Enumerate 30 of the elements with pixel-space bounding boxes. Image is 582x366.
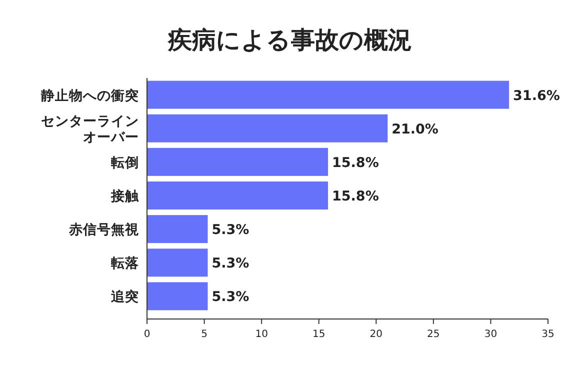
y-tick-label: 転落 xyxy=(110,256,139,272)
data-label: 21.0% xyxy=(392,121,439,138)
bar xyxy=(147,248,208,277)
y-tick-label: 転倒 xyxy=(110,154,139,171)
data-label: 5.3% xyxy=(212,256,250,272)
x-tick-label: 20 xyxy=(370,329,383,340)
data-label: 5.3% xyxy=(212,289,250,306)
data-label: 15.8% xyxy=(332,154,380,171)
data-label: 31.6% xyxy=(513,88,560,104)
x-tick-label: 0 xyxy=(144,329,150,340)
bar xyxy=(147,114,388,142)
x-tick-label: 30 xyxy=(484,329,498,340)
x-tick-label: 10 xyxy=(255,329,268,340)
bar xyxy=(147,148,328,176)
bar xyxy=(147,182,328,210)
bar xyxy=(147,282,208,310)
bar xyxy=(147,80,510,109)
x-tick-label: 15 xyxy=(312,329,326,340)
chart-title: 疾病による事故の概況 xyxy=(167,26,412,54)
x-tick-label: 5 xyxy=(201,329,208,340)
bar xyxy=(147,215,208,244)
data-label: 15.8% xyxy=(332,188,380,204)
y-tick-label: 静止物への衝突 xyxy=(40,86,139,104)
x-tick-label: 35 xyxy=(542,329,554,340)
data-label: 5.3% xyxy=(212,222,250,238)
x-tick-label: 25 xyxy=(427,329,440,340)
y-tick-label: 接触 xyxy=(110,188,140,204)
y-tick-label: センターラインオーバー xyxy=(41,113,139,146)
y-tick-label: 赤信号無視 xyxy=(68,221,139,238)
y-tick-label: 追突 xyxy=(110,288,139,306)
